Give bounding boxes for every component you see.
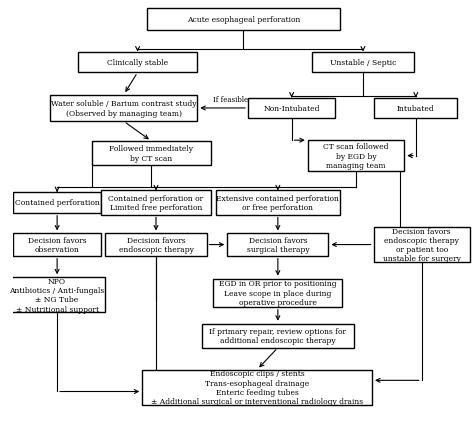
FancyBboxPatch shape bbox=[312, 52, 413, 73]
Text: If primary repair, review options for
additional endoscopic therapy: If primary repair, review options for ad… bbox=[210, 327, 346, 344]
FancyBboxPatch shape bbox=[78, 52, 197, 73]
FancyBboxPatch shape bbox=[101, 191, 211, 215]
Text: Decision favors
observation: Decision favors observation bbox=[28, 237, 86, 254]
Text: Water soluble / Barium contrast study
(Observed by managing team): Water soluble / Barium contrast study (O… bbox=[51, 100, 197, 117]
Text: EGD in OR prior to positioning
Leave scope in place during
operative procedure: EGD in OR prior to positioning Leave sco… bbox=[219, 280, 337, 306]
Text: Decision favors
endoscopic therapy
or patient too
unstable for surgery: Decision favors endoscopic therapy or pa… bbox=[383, 227, 461, 263]
FancyBboxPatch shape bbox=[9, 278, 105, 313]
Text: Extensive contained perforation
or free perforation: Extensive contained perforation or free … bbox=[217, 194, 339, 212]
FancyBboxPatch shape bbox=[213, 279, 342, 307]
FancyBboxPatch shape bbox=[216, 191, 340, 215]
Text: Contained perforation: Contained perforation bbox=[15, 199, 100, 207]
Text: Unstable / Septic: Unstable / Septic bbox=[330, 59, 396, 67]
Text: CT scan followed
by EGD by
managing team: CT scan followed by EGD by managing team bbox=[323, 143, 389, 169]
Text: Intubated: Intubated bbox=[397, 105, 435, 113]
FancyBboxPatch shape bbox=[147, 9, 340, 31]
FancyBboxPatch shape bbox=[50, 95, 197, 122]
FancyBboxPatch shape bbox=[91, 142, 211, 166]
Text: Decision favors
endoscopic therapy: Decision favors endoscopic therapy bbox=[118, 237, 193, 254]
Text: Acute esophageal perforation: Acute esophageal perforation bbox=[187, 16, 300, 24]
FancyBboxPatch shape bbox=[308, 141, 404, 172]
FancyBboxPatch shape bbox=[142, 370, 372, 405]
FancyBboxPatch shape bbox=[13, 234, 101, 256]
FancyBboxPatch shape bbox=[227, 234, 328, 256]
Text: Contained perforation or
Limited free perforation: Contained perforation or Limited free pe… bbox=[109, 194, 203, 212]
FancyBboxPatch shape bbox=[374, 227, 470, 263]
FancyBboxPatch shape bbox=[374, 98, 457, 119]
Text: Decision favors
surgical therapy: Decision favors surgical therapy bbox=[246, 237, 309, 254]
FancyBboxPatch shape bbox=[105, 234, 207, 256]
Text: NPO
Antibiotics / Anti-fungals
± NG Tube
± Nutritional support: NPO Antibiotics / Anti-fungals ± NG Tube… bbox=[9, 277, 105, 313]
FancyBboxPatch shape bbox=[248, 98, 335, 119]
Text: Followed immediately
by CT scan: Followed immediately by CT scan bbox=[109, 145, 193, 162]
Text: Clinically stable: Clinically stable bbox=[107, 59, 168, 67]
Text: If feasible: If feasible bbox=[213, 95, 248, 104]
Text: Non-Intubated: Non-Intubated bbox=[264, 105, 320, 113]
FancyBboxPatch shape bbox=[202, 324, 354, 348]
FancyBboxPatch shape bbox=[13, 193, 101, 213]
Text: Endoscopic clips / stents
Trans-esophageal drainage
Enteric feeding tubes
± Addi: Endoscopic clips / stents Trans-esophage… bbox=[151, 369, 363, 405]
